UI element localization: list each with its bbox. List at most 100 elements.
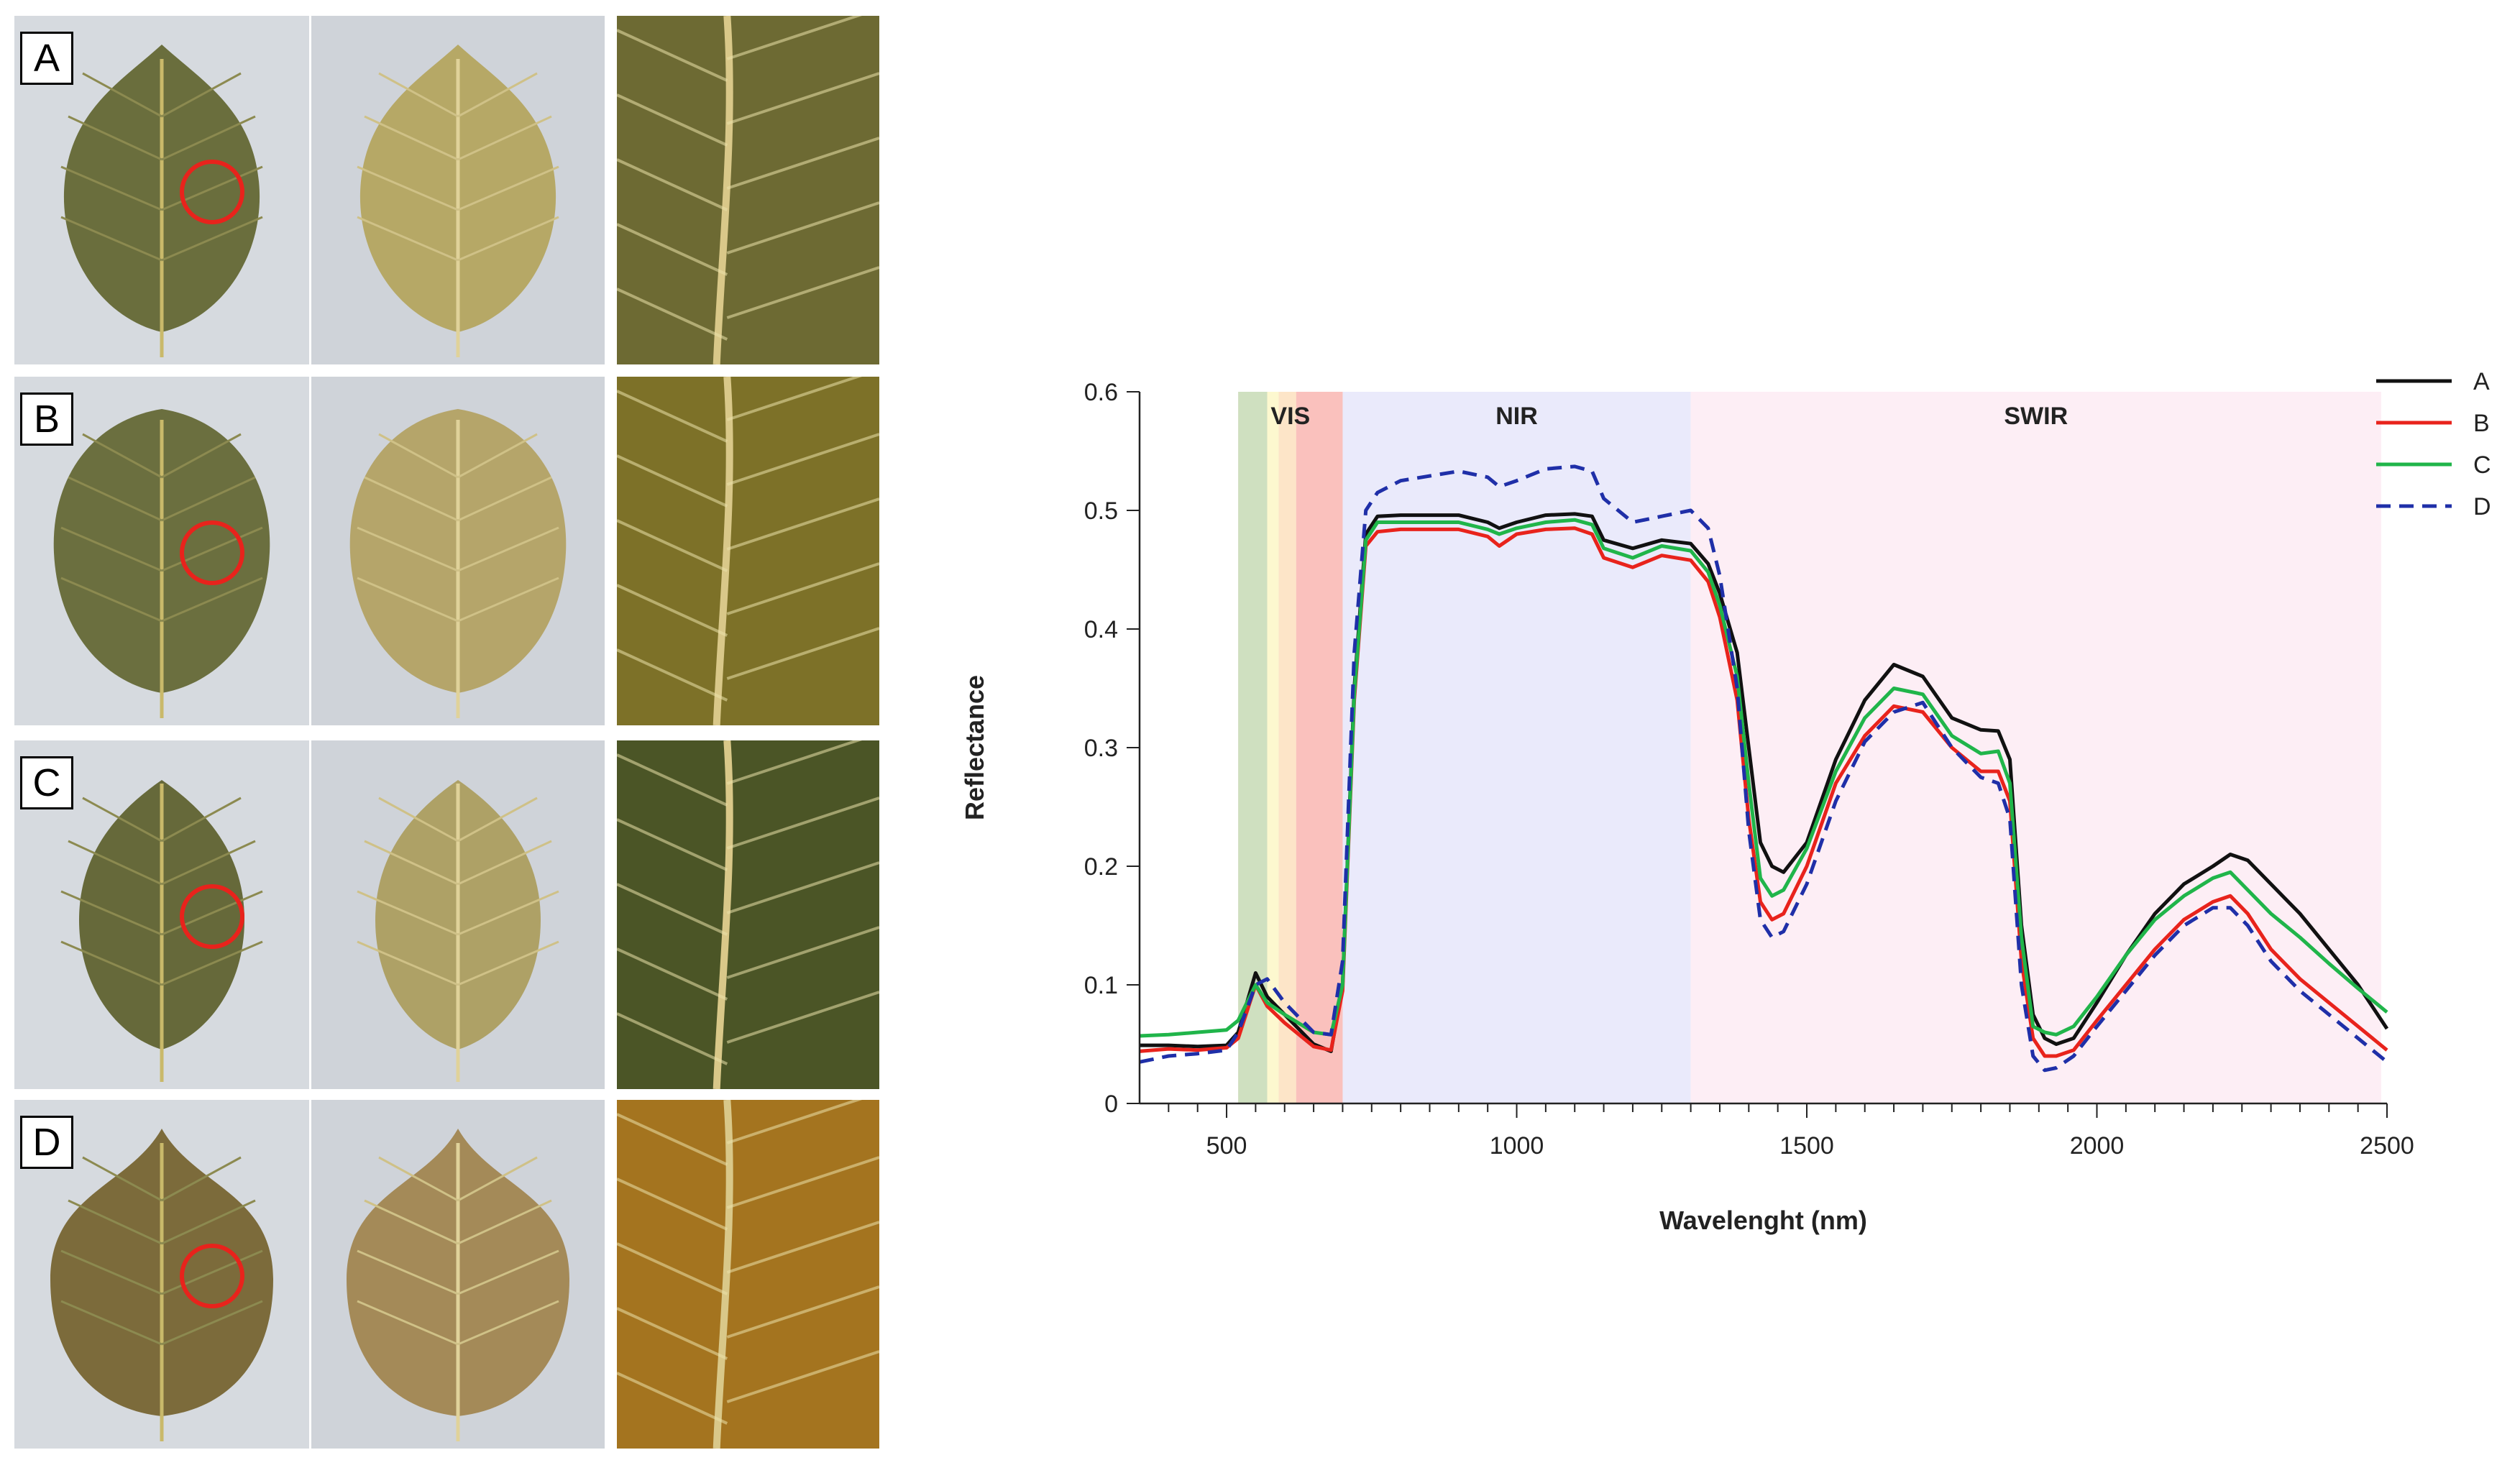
leaf-vein: [60, 1249, 162, 1295]
x-tick-label: 500: [1206, 1132, 1247, 1160]
closeup-vein: [617, 1100, 863, 1166]
leaf-vein: [378, 797, 459, 843]
leaf-vein: [82, 1156, 162, 1202]
vis-color-band: [1267, 392, 1279, 1103]
leaf-vein: [68, 476, 162, 522]
region-band-nir: [1342, 392, 1691, 1103]
leaf-vein: [161, 840, 256, 886]
leaf-vein: [60, 526, 162, 572]
leaf-vein: [457, 840, 552, 886]
closeup-vein: [617, 1285, 879, 1360]
leaf-back-photo: [311, 740, 605, 1089]
y-tick-label: 0.2: [1084, 853, 1118, 881]
y-tick-label: 0.4: [1084, 616, 1118, 643]
closeup-vein: [617, 377, 863, 443]
leaf-back-photo: [311, 377, 605, 725]
leaf-front-photo: [14, 16, 309, 364]
leaf-vein: [82, 797, 162, 843]
leaf-vein: [60, 940, 162, 986]
leaf-vein: [364, 476, 459, 522]
leaf-vein: [161, 115, 256, 161]
closeup-vein: [617, 926, 879, 1001]
leaf-vein: [457, 216, 559, 262]
leaf-vein: [161, 940, 263, 986]
leaf-vein: [161, 1249, 263, 1295]
leaf-closeup-photo: [617, 377, 879, 725]
leaf-vein: [161, 1300, 263, 1346]
leaf-vein: [357, 1300, 459, 1346]
leaf-vein: [161, 1156, 242, 1202]
leaf-vein: [457, 115, 552, 161]
x-axis-title: Wavelenght (nm): [1659, 1206, 1867, 1235]
leaf-vein: [378, 1156, 459, 1202]
leaf-vein: [161, 797, 242, 843]
region-label-nir: NIR: [1495, 403, 1538, 430]
leaf-vein: [161, 526, 263, 572]
leaf-vein: [161, 165, 263, 211]
leaf-vein: [357, 526, 459, 572]
leaf-back-photo: [311, 1100, 605, 1449]
leaf-closeup-photo: [617, 1100, 879, 1449]
leaf-vein: [68, 1199, 162, 1245]
closeup-vein: [617, 1221, 879, 1295]
closeup-midrib: [713, 377, 733, 725]
closeup-vein: [617, 497, 879, 572]
leaf-vein: [161, 890, 263, 936]
sample-area-circle: [180, 160, 244, 224]
leaf-front-photo: [14, 1100, 309, 1449]
leaf-vein: [357, 940, 459, 986]
panel-label-b: B: [20, 393, 73, 446]
leaf-vein: [161, 1199, 256, 1245]
panel-label-d: D: [20, 1116, 73, 1169]
reflectance-chart: VIS NIR SWIR 500 1000 1500 2000 2500 0 0.1 0.2 0.3…: [960, 368, 2491, 1235]
closeup-vein: [617, 16, 863, 82]
leaf-vein: [357, 165, 459, 211]
y-axis-title: Reflectance: [960, 675, 989, 820]
y-tick-label: 0.3: [1084, 735, 1118, 762]
leaf-vein: [82, 72, 162, 118]
leaf-back-photo: [311, 16, 605, 364]
leaf-vein: [68, 115, 162, 161]
leaf-vein: [161, 476, 256, 522]
leaf-vein: [364, 1199, 459, 1245]
leaf-vein: [82, 433, 162, 479]
leaf-vein: [457, 1300, 559, 1346]
closeup-vein: [617, 740, 863, 807]
reflectance-series: [1139, 464, 2389, 1073]
region-band-swir: [1690, 392, 2381, 1103]
closeup-midrib: [713, 740, 733, 1089]
leaf-vein: [378, 72, 459, 118]
x-tick-label: 1000: [1490, 1132, 1544, 1160]
leaf-vein: [161, 72, 242, 118]
leaf-vein: [457, 1249, 559, 1295]
x-tick-label: 2000: [2070, 1132, 2125, 1160]
leaf-vein: [364, 115, 459, 161]
vis-color-band: [1296, 392, 1343, 1103]
leaf-vein: [357, 1249, 459, 1295]
panel-label-a: A: [20, 32, 73, 85]
series-line-c: [1139, 518, 2388, 1038]
y-tick-label: 0.5: [1084, 497, 1118, 525]
panel-label-c: C: [20, 756, 73, 809]
closeup-vein: [617, 1156, 879, 1231]
leaf-vein: [161, 577, 263, 623]
leaf-vein: [457, 72, 538, 118]
legend-label-a: A: [2473, 368, 2490, 395]
closeup-vein: [617, 562, 879, 637]
region-label-swir: SWIR: [2004, 403, 2068, 430]
closeup-vein: [617, 201, 879, 276]
sample-area-circle: [180, 1244, 244, 1308]
leaf-vein: [364, 840, 459, 886]
leaf-vein: [457, 476, 552, 522]
closeup-vein: [617, 861, 879, 936]
leaf-vein: [457, 1156, 538, 1202]
leaf-vein: [68, 840, 162, 886]
y-tick-label: 0.6: [1084, 379, 1118, 406]
leaf-vein: [60, 577, 162, 623]
y-tick-label: 0.1: [1084, 972, 1118, 999]
leaf-vein: [357, 216, 459, 262]
closeup-vein: [617, 433, 879, 508]
leaf-vein: [60, 165, 162, 211]
closeup-vein: [617, 266, 879, 341]
